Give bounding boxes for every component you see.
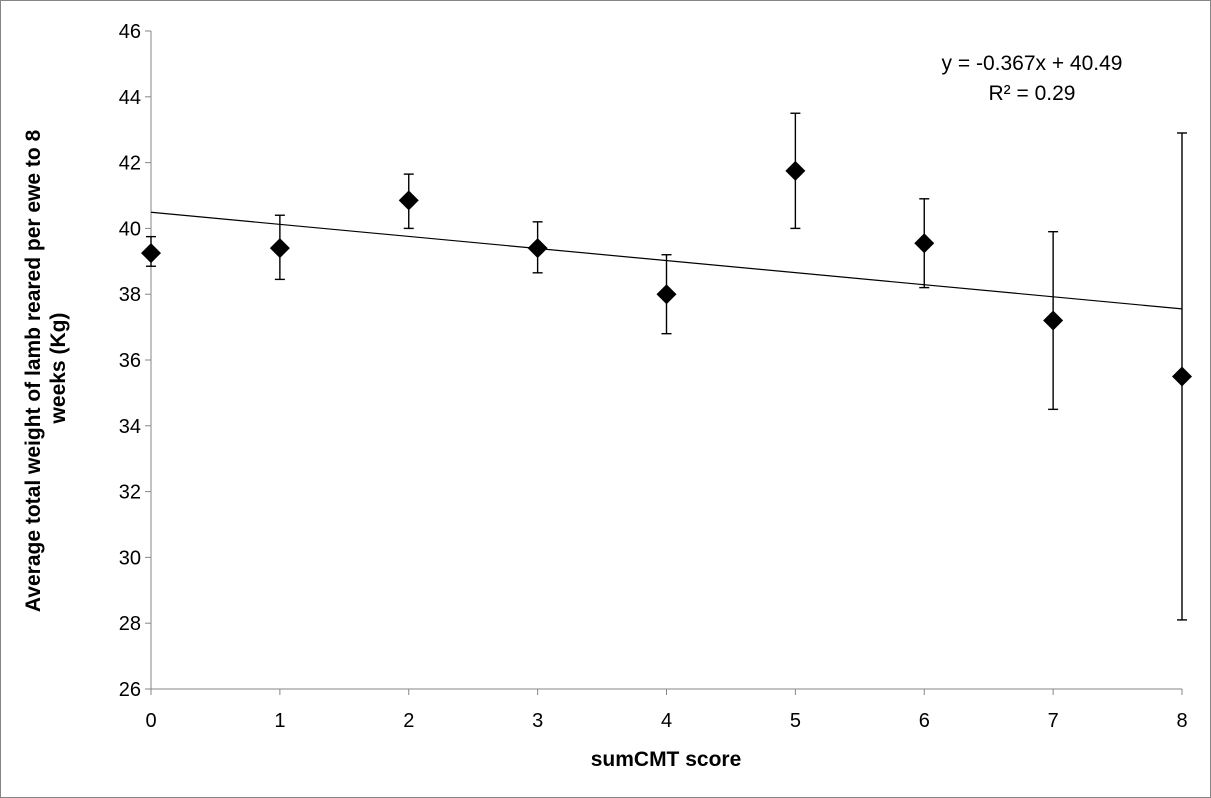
x-tick-label: 4 [661, 710, 672, 732]
x-tick-label: 3 [532, 710, 543, 732]
y-tick-label: 28 [119, 613, 141, 635]
data-point-marker [1043, 310, 1064, 331]
y-tick-label: 38 [119, 284, 141, 306]
x-tick-label: 8 [1176, 710, 1187, 732]
data-point-marker [785, 160, 806, 181]
data-point-marker [141, 243, 161, 264]
y-axis-title-line-2: weeks (Kg) [47, 313, 70, 425]
data-point-marker [914, 233, 935, 254]
trendline-equation: y = -0.367x + 40.49 [942, 52, 1123, 75]
x-tick-label: 0 [145, 710, 156, 732]
x-tick-label: 1 [274, 710, 285, 732]
x-tick-label: 5 [790, 710, 801, 732]
x-tick-label: 2 [403, 710, 414, 732]
x-tick-label: 6 [919, 710, 930, 732]
y-tick-label: 44 [119, 87, 141, 109]
y-tick-label: 36 [119, 350, 141, 372]
data-point-marker [527, 238, 548, 259]
y-axis-title-line-1: Average total weight of lamb reared per … [22, 129, 45, 612]
axes [145, 30, 1183, 695]
data-points [141, 160, 1192, 387]
y-tick-label: 26 [119, 679, 141, 701]
y-axis-title: Average total weight of lamb reared per … [22, 124, 70, 612]
y-tick-label: 32 [119, 482, 141, 504]
y-tick-label: 34 [119, 416, 141, 438]
x-axis-title: sumCMT score [591, 748, 742, 771]
y-tick-label: 46 [119, 21, 141, 43]
data-point-marker [398, 190, 419, 211]
x-tick-label: 7 [1048, 710, 1059, 732]
r-squared-label: R² = 0.29 [989, 82, 1076, 105]
y-tick-label: 42 [119, 153, 141, 175]
data-point-marker [269, 238, 290, 259]
y-tick-label: 40 [119, 218, 141, 240]
data-point-marker [656, 284, 677, 305]
data-point-marker [1172, 366, 1192, 387]
y-tick-label: 30 [119, 547, 141, 569]
